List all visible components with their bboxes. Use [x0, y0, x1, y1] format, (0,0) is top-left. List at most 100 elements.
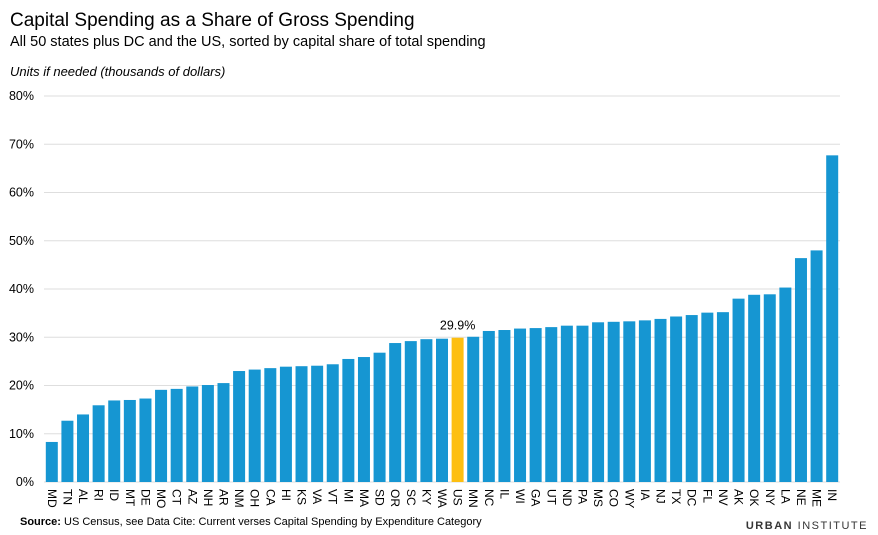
x-tick-label: NM: [232, 489, 246, 508]
x-tick-label: MA: [357, 489, 371, 507]
x-tick-label: NE: [794, 489, 808, 506]
bar: [264, 368, 277, 482]
x-tick-label: NJ: [654, 489, 668, 504]
bar: [77, 414, 90, 482]
x-tick-label: MT: [123, 489, 137, 507]
x-tick-label: LA: [778, 489, 792, 504]
bar: [342, 358, 355, 482]
bar: [436, 338, 448, 482]
bar: [576, 325, 589, 482]
y-tick-label: 70%: [9, 137, 34, 151]
y-tick-label: 20%: [9, 379, 34, 393]
x-tick-label: MO: [154, 489, 168, 508]
bar: [779, 287, 792, 482]
x-tick-label: OK: [747, 489, 761, 506]
x-tick-label: MD: [45, 489, 59, 508]
logo: URBAN INSTITUTE: [746, 520, 868, 532]
y-tick-label: 10%: [9, 427, 34, 441]
bar: [748, 294, 761, 482]
bar: [295, 366, 308, 482]
bar: [794, 258, 807, 482]
y-tick-label: 0%: [16, 475, 34, 489]
x-tick-label: PA: [575, 489, 589, 504]
x-tick-label: SD: [373, 489, 387, 506]
bar: [311, 365, 324, 482]
bar: [638, 320, 651, 482]
bar: [61, 420, 74, 482]
x-tick-label: AK: [732, 489, 746, 505]
bar: [592, 322, 605, 482]
x-tick-label: TN: [60, 489, 74, 505]
x-tick-label: AR: [216, 489, 230, 506]
x-tick-label: CT: [170, 489, 184, 506]
bar: [139, 398, 152, 482]
bar: [186, 386, 199, 482]
bar: [529, 328, 542, 482]
source-text: US Census, see Data Cite: Current verses…: [64, 516, 482, 528]
bar: [732, 298, 745, 482]
x-tick-label: CO: [607, 489, 621, 507]
source-label: Source:: [20, 516, 61, 528]
x-tick-label: MS: [591, 489, 605, 507]
x-tick-label: WI: [513, 489, 527, 504]
source: Source: US Census, see Data Cite: Curren…: [20, 516, 482, 528]
bar: [607, 321, 620, 482]
bar: [467, 336, 480, 482]
x-tick-label: NY: [763, 489, 777, 506]
x-tick-label: IN: [825, 489, 839, 501]
bar: [108, 400, 121, 482]
bar: [92, 405, 105, 482]
chart-title: Capital Spending as a Share of Gross Spe…: [10, 10, 415, 31]
x-tick-label: GA: [529, 489, 543, 506]
x-tick-label: TX: [669, 489, 683, 504]
bar: [670, 316, 683, 482]
x-tick-label: KY: [419, 489, 433, 505]
bar: [654, 318, 667, 482]
bar: [155, 389, 168, 482]
x-tick-label: UT: [544, 489, 558, 506]
x-tick-label: NH: [201, 489, 215, 506]
y-tick-label: 30%: [9, 330, 34, 344]
y-axis-label: Units if needed (thousands of dollars): [10, 64, 225, 79]
x-tick-label: ME: [810, 489, 824, 507]
bar: [514, 328, 527, 482]
x-tick-label: CA: [263, 489, 277, 506]
bar: [45, 441, 58, 482]
bar: [623, 321, 636, 482]
x-tick-label: SC: [404, 489, 418, 506]
y-tick-label: 80%: [9, 89, 34, 103]
bar: [373, 352, 386, 482]
bar: [716, 312, 729, 482]
x-tick-label: WA: [435, 489, 449, 508]
x-tick-label: KS: [295, 489, 309, 505]
x-tick-label: ID: [107, 489, 121, 501]
bar: [389, 343, 402, 482]
x-tick-label: WY: [622, 489, 636, 508]
bar: [482, 330, 495, 482]
bar: [326, 364, 339, 482]
x-tick-label: OR: [388, 489, 402, 507]
x-tick-label: IA: [638, 489, 652, 500]
bar: [810, 250, 823, 482]
bar: [498, 330, 511, 482]
y-tick-label: 40%: [9, 282, 34, 296]
bar: [701, 312, 714, 482]
bar: [420, 339, 433, 482]
x-tick-label: DC: [685, 489, 699, 507]
bar: [233, 371, 246, 482]
x-tick-label: NV: [716, 489, 730, 506]
x-tick-label: DE: [138, 489, 152, 506]
bar: [404, 341, 417, 482]
x-tick-label: ND: [560, 489, 574, 507]
x-tick-label: AL: [76, 489, 90, 504]
logo-bold: URBAN: [746, 520, 793, 532]
bar: [685, 315, 698, 482]
bar: [451, 337, 464, 482]
bar: [826, 155, 839, 482]
bar: [201, 385, 214, 482]
x-tick-label: IL: [497, 489, 511, 499]
chart-subtitle: All 50 states plus DC and the US, sorted…: [10, 34, 486, 50]
x-tick-label: OH: [248, 489, 262, 507]
bar: [279, 366, 292, 482]
